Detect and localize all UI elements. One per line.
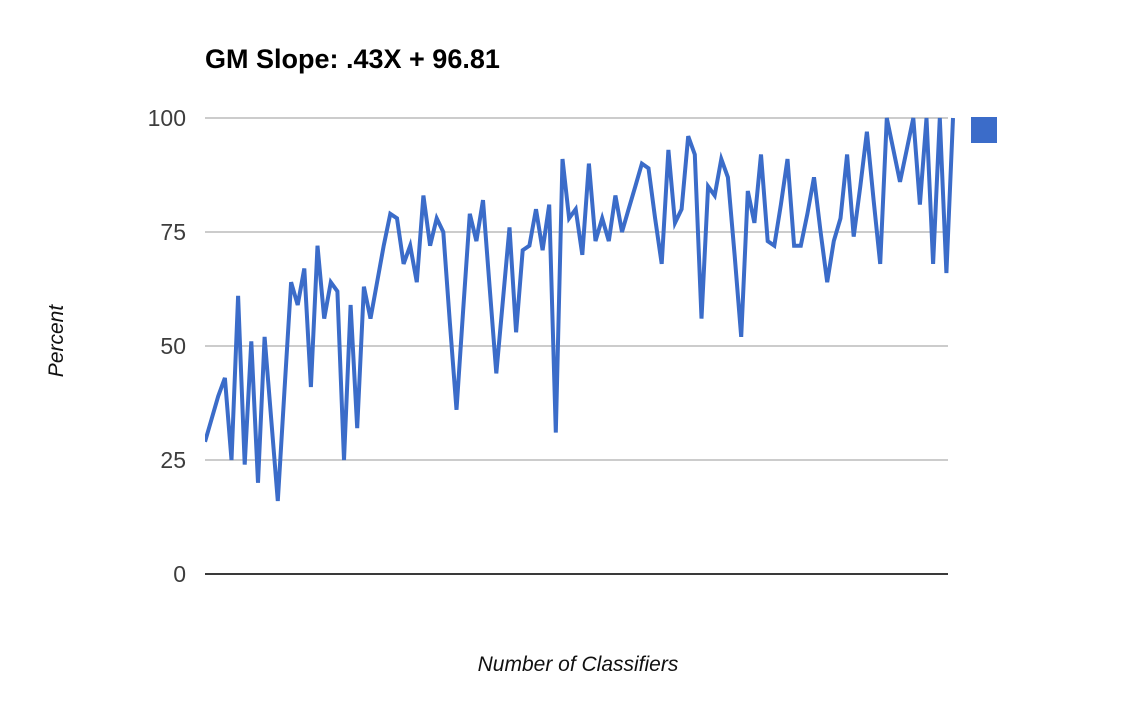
y-axis-title: Percent xyxy=(45,304,68,378)
legend-series-swatch xyxy=(971,117,997,143)
gridline-75 xyxy=(205,231,948,233)
line-series-plot xyxy=(205,117,955,502)
y-tick-0: 0 xyxy=(173,561,186,587)
gridline-100 xyxy=(205,117,948,119)
y-tick-25: 25 xyxy=(160,447,186,473)
gridline-50 xyxy=(205,345,948,347)
x-axis-line xyxy=(205,573,948,575)
y-tick-100: 100 xyxy=(147,105,186,131)
y-tick-75: 75 xyxy=(160,219,186,245)
x-axis-title: Number of Classifiers xyxy=(477,653,679,676)
chart-title: GM Slope: .43X + 96.81 xyxy=(205,44,500,74)
gridline-25 xyxy=(205,459,948,461)
series-line xyxy=(205,117,955,502)
y-tick-50: 50 xyxy=(160,333,186,359)
